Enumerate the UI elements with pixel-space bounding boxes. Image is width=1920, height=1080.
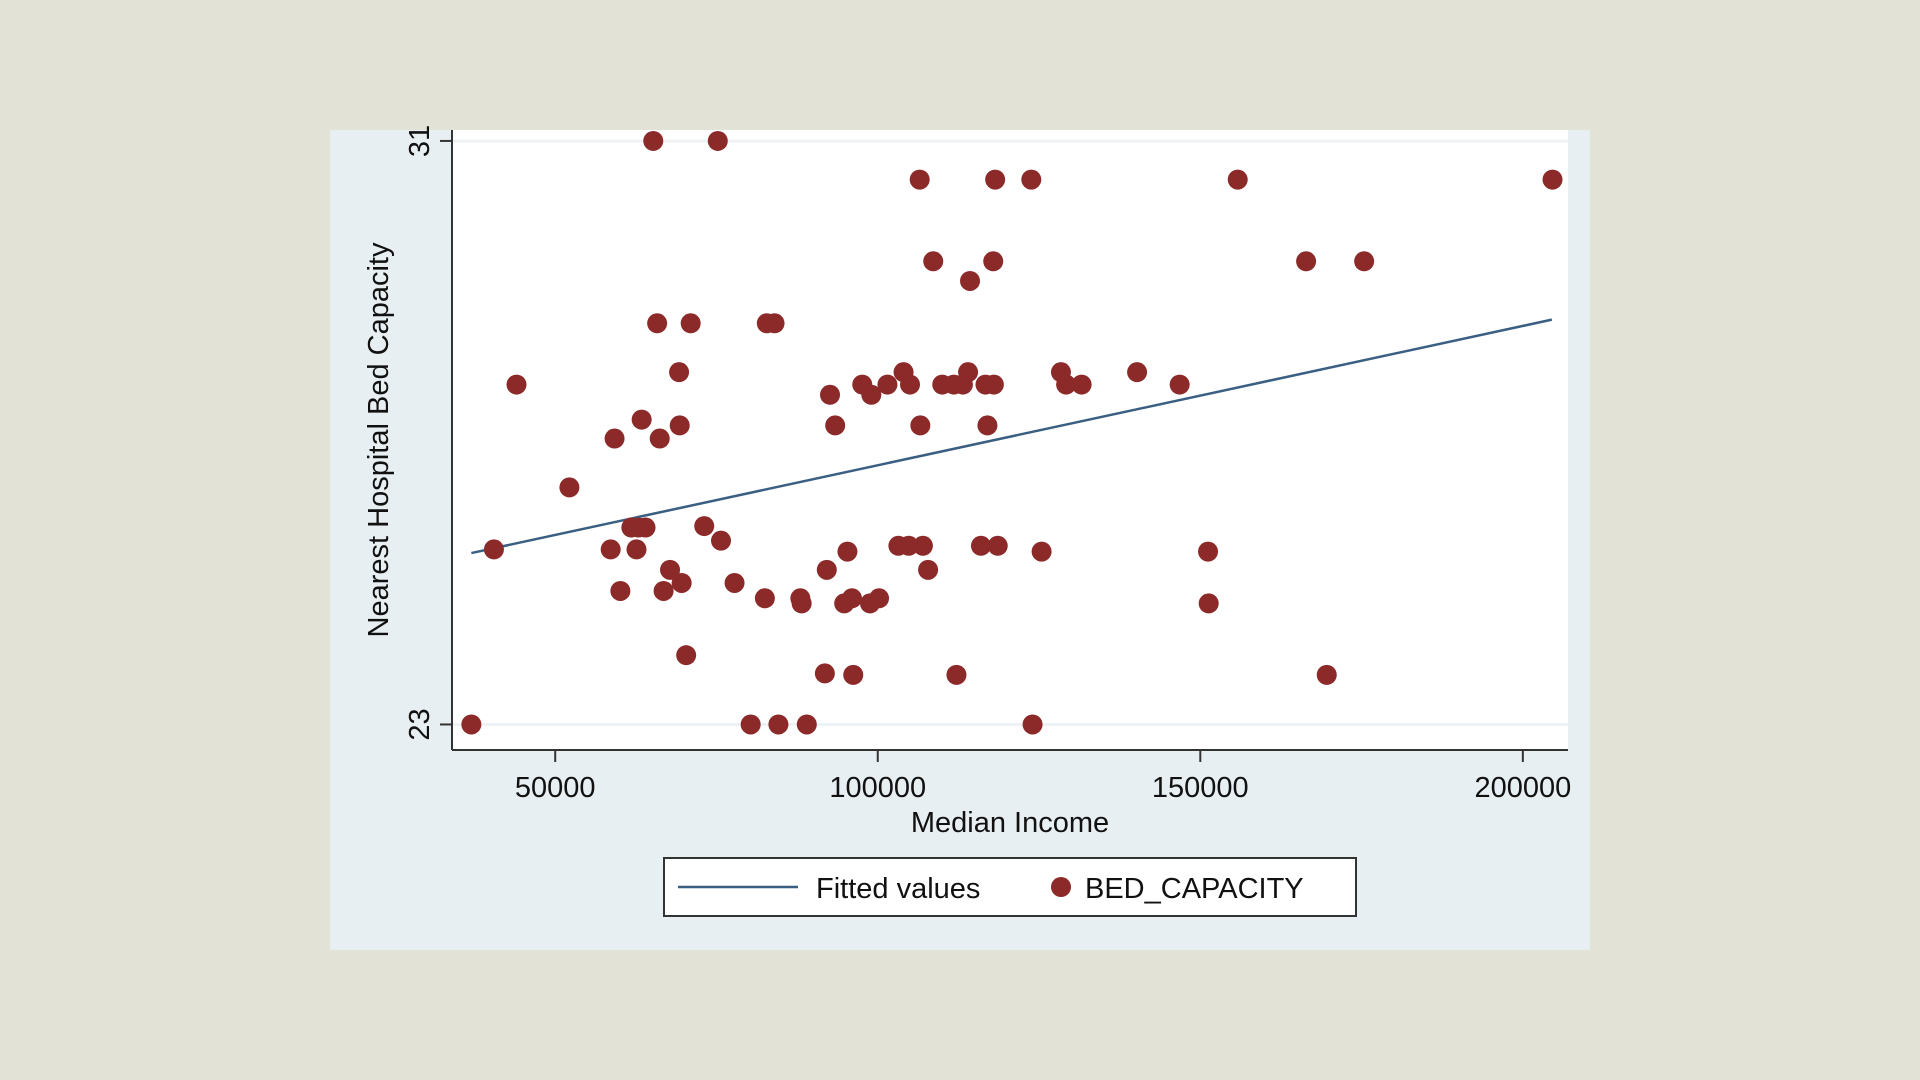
bed-capacity-point bbox=[669, 415, 690, 436]
bed-capacity-point bbox=[946, 664, 967, 685]
bed-capacity-point bbox=[960, 270, 981, 291]
y-axis-ticks: 23 31 bbox=[404, 125, 452, 741]
bed-capacity-point bbox=[680, 313, 701, 334]
bed-capacity-point bbox=[1169, 374, 1190, 395]
bed-capacity-point bbox=[1198, 593, 1219, 614]
bed-capacity-point bbox=[791, 593, 812, 614]
x-tick-label: 100000 bbox=[829, 772, 926, 804]
bed-capacity-point bbox=[1127, 362, 1148, 383]
fitted-values-series bbox=[471, 318, 1553, 555]
bed-capacity-point bbox=[653, 580, 674, 601]
bed-capacity-point bbox=[983, 251, 1004, 272]
x-tick-label: 200000 bbox=[1474, 772, 1571, 804]
bed-capacity-point bbox=[923, 251, 944, 272]
bed-capacity-point bbox=[977, 415, 998, 436]
bed-capacity-point bbox=[1031, 541, 1052, 562]
bed-capacity-point bbox=[910, 415, 931, 436]
legend-fitted-label: Fitted values bbox=[816, 873, 980, 905]
bed-capacity-point bbox=[987, 535, 1008, 556]
bed-capacity-point bbox=[1227, 169, 1248, 190]
bed-capacity-point bbox=[861, 384, 882, 405]
bed-capacity-point bbox=[1056, 374, 1077, 395]
bed-capacity-point bbox=[900, 374, 921, 395]
bed-capacity-point bbox=[694, 516, 715, 537]
plot-area bbox=[452, 130, 1568, 750]
bed-capacity-point bbox=[825, 415, 846, 436]
x-tick-label: 150000 bbox=[1152, 772, 1249, 804]
bed-capacity-point bbox=[740, 714, 761, 735]
bed-capacity-point bbox=[610, 580, 631, 601]
legend-bed-capacity-swatch bbox=[1051, 877, 1071, 897]
bed-capacity-point bbox=[754, 588, 775, 609]
legend-bed-capacity-label: BED_CAPACITY bbox=[1085, 873, 1304, 905]
bed-capacity-point bbox=[1022, 714, 1043, 735]
bed-capacity-point bbox=[918, 559, 939, 580]
x-axis-ticks: 50000 100000 150000 200000 bbox=[515, 750, 1571, 804]
bed-capacity-point bbox=[869, 588, 890, 609]
bed-capacity-point bbox=[1354, 251, 1375, 272]
bed-capacity-point bbox=[796, 714, 817, 735]
bed-capacity-point bbox=[711, 530, 732, 551]
bed-capacity-point bbox=[912, 535, 933, 556]
bed-capacity-point bbox=[626, 539, 647, 560]
bed-capacity-point bbox=[649, 428, 670, 449]
gridlines bbox=[452, 139, 1568, 726]
bed-capacity-point bbox=[600, 539, 621, 560]
bed-capacity-point bbox=[604, 428, 625, 449]
bed-capacity-point bbox=[643, 130, 664, 151]
bed-capacity-point bbox=[843, 664, 864, 685]
y-tick-label: 23 bbox=[404, 708, 436, 740]
bed-capacity-point bbox=[1316, 664, 1337, 685]
bed-capacity-point bbox=[724, 572, 745, 593]
bed-capacity-point bbox=[877, 374, 898, 395]
bed-capacity-point bbox=[768, 714, 789, 735]
bed-capacity-point bbox=[660, 559, 681, 580]
bed-capacity-point bbox=[1071, 374, 1092, 395]
bed-capacity-point bbox=[676, 645, 697, 666]
bed-capacity-point bbox=[841, 588, 862, 609]
bed-capacity-point bbox=[483, 539, 504, 560]
bed-capacity-point bbox=[958, 362, 979, 383]
bed-capacity-point bbox=[635, 517, 656, 538]
bed-capacity-point bbox=[1296, 251, 1317, 272]
bed-capacity-point bbox=[764, 313, 785, 334]
bed-capacity-point bbox=[983, 374, 1004, 395]
bed-capacity-point bbox=[985, 169, 1006, 190]
bed-capacity-series bbox=[461, 130, 1563, 735]
bed-capacity-point bbox=[1021, 169, 1042, 190]
x-tick-label: 50000 bbox=[515, 772, 596, 804]
bed-capacity-point bbox=[669, 362, 690, 383]
y-axis-title: Nearest Hospital Bed Capacity bbox=[363, 242, 395, 637]
bed-capacity-point bbox=[816, 559, 837, 580]
y-tick-label: 31 bbox=[404, 125, 436, 157]
bed-capacity-point bbox=[909, 169, 930, 190]
bed-capacity-point bbox=[970, 535, 991, 556]
bed-capacity-point bbox=[631, 409, 652, 430]
fitted-values-line bbox=[471, 318, 1553, 555]
bed-capacity-point bbox=[707, 130, 728, 151]
bed-capacity-point bbox=[461, 714, 482, 735]
bed-capacity-point bbox=[506, 374, 527, 395]
x-axis-title: Median Income bbox=[911, 807, 1109, 839]
bed-capacity-point bbox=[1198, 541, 1219, 562]
bed-capacity-point bbox=[671, 572, 692, 593]
bed-capacity-point bbox=[559, 477, 580, 498]
legend: Fitted values BED_CAPACITY bbox=[663, 857, 1357, 917]
bed-capacity-point bbox=[814, 663, 835, 684]
bed-capacity-point bbox=[820, 384, 841, 405]
bed-capacity-point bbox=[898, 535, 919, 556]
bed-capacity-point bbox=[1542, 169, 1563, 190]
bed-capacity-point bbox=[647, 313, 668, 334]
bed-capacity-point bbox=[837, 541, 858, 562]
